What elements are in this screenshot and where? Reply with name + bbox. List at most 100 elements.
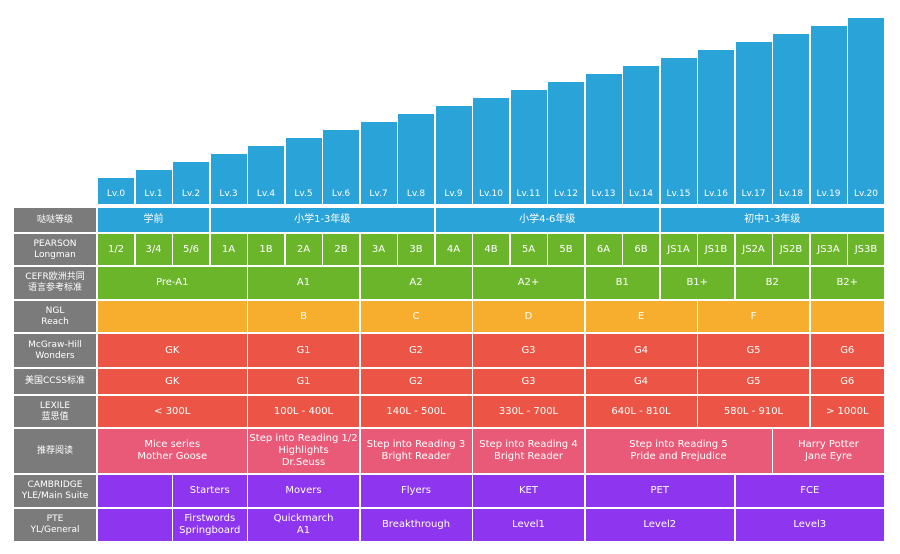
table-cell: G1 (248, 369, 359, 394)
level-label: Lv.4 (256, 189, 276, 199)
table-cell: 140L - 500L (360, 396, 472, 427)
level-label: Lv.17 (741, 189, 766, 199)
table-cell: JS2A (735, 234, 772, 265)
table-cell: Step into Reading 3 Bright Reader (360, 429, 472, 473)
level-label: Lv.2 (181, 189, 201, 199)
table-cell: A2 (360, 267, 472, 299)
table-cell: 2A (285, 234, 322, 265)
table-cell: G6 (810, 334, 884, 367)
table-cell: 3B (398, 234, 434, 265)
level-label: Lv.15 (666, 189, 691, 199)
level-label: Lv.0 (106, 189, 126, 199)
table-cell: 1B (248, 234, 284, 265)
level-bar (585, 74, 622, 204)
table-cell: 330L - 700L (473, 396, 584, 427)
table-cell: F (698, 301, 809, 332)
table-cell: KET (473, 475, 584, 507)
level-bar (435, 106, 472, 204)
table-cell: B2+ (810, 267, 884, 299)
table-cell (98, 475, 172, 507)
table-cell: JS3B (848, 234, 884, 265)
level-label: Lv.6 (331, 189, 351, 199)
table-cell: 3/4 (135, 234, 172, 265)
level-bar (248, 146, 284, 204)
table-cell: Mice series Mother Goose (98, 429, 247, 473)
row-header: 哒哒等级 (14, 208, 96, 232)
level-label: Lv.3 (219, 189, 238, 199)
table-cell: Harry Potter Jane Eyre (773, 429, 884, 473)
table-cell: JS3A (810, 234, 847, 265)
level-label: Lv.9 (444, 189, 463, 199)
table-cell: G4 (585, 334, 697, 367)
table-cell: JS1A (660, 234, 697, 265)
table-cell: Step into Reading 1/2 Highlights Dr.Seus… (248, 429, 359, 473)
table-cell: JS2B (773, 234, 809, 265)
row-header: 美国CCSS标准 (14, 369, 96, 394)
table-cell: < 300L (98, 396, 247, 427)
table-cell: 5B (548, 234, 584, 265)
table-cell: 6A (585, 234, 622, 265)
table-cell: Pre-A1 (98, 267, 247, 299)
table-cell: Starters (173, 475, 247, 507)
level-bar (810, 26, 847, 204)
level-bar (135, 170, 172, 204)
level-bar (210, 154, 247, 204)
table-cell: G2 (360, 369, 472, 394)
level-label: Lv.5 (294, 189, 313, 199)
level-bar (473, 98, 509, 204)
table-cell: 3A (360, 234, 397, 265)
table-cell: 小学4-6年级 (435, 208, 659, 232)
table-cell: 6B (623, 234, 659, 265)
level-bar (510, 90, 547, 204)
level-bar (398, 114, 434, 204)
level-bar (323, 130, 359, 204)
table-cell: Level3 (735, 509, 884, 541)
level-label: Lv.1 (144, 189, 163, 199)
table-cell: Firstwords Springboard (173, 509, 247, 541)
table-cell (98, 301, 247, 332)
table-cell: G1 (248, 334, 359, 367)
row-header: LEXILE 蓝思值 (14, 396, 96, 427)
table-cell: B1+ (660, 267, 734, 299)
table-cell: B1 (585, 267, 659, 299)
row-header: 推荐阅读 (14, 429, 96, 473)
table-cell: 4A (435, 234, 472, 265)
level-label: Lv.11 (516, 189, 541, 199)
level-bar (360, 122, 397, 204)
table-cell: Flyers (360, 475, 472, 507)
level-label: Lv.19 (816, 189, 841, 199)
table-cell: E (585, 301, 697, 332)
level-bar (173, 162, 209, 204)
level-bar (623, 66, 659, 204)
level-bar (548, 82, 584, 204)
table-cell: Level1 (473, 509, 584, 541)
table-cell: Breakthrough (360, 509, 472, 541)
table-cell: Level2 (585, 509, 734, 541)
level-label: Lv.16 (704, 189, 728, 199)
table-cell: C (360, 301, 472, 332)
table-cell: GK (98, 369, 247, 394)
level-label: Lv.7 (369, 189, 388, 199)
table-cell: JS1B (698, 234, 734, 265)
table-cell: B (248, 301, 359, 332)
table-cell: 4B (473, 234, 509, 265)
table-cell: G3 (473, 369, 584, 394)
level-label: Lv.10 (479, 189, 503, 199)
level-label: Lv.8 (406, 189, 426, 199)
table-cell: 5/6 (173, 234, 209, 265)
table-cell: Quickmarch A1 (248, 509, 359, 541)
table-cell: FCE (735, 475, 884, 507)
table-cell: PET (585, 475, 734, 507)
table-cell: A1 (248, 267, 359, 299)
table-cell: 100L - 400L (248, 396, 359, 427)
row-header: PEARSON Longman (14, 234, 96, 265)
table-cell (810, 301, 884, 332)
level-bar (98, 178, 134, 204)
table-cell: G2 (360, 334, 472, 367)
level-bar (698, 50, 734, 204)
table-cell: 初中1-3年级 (660, 208, 884, 232)
table-cell: G3 (473, 334, 584, 367)
table-cell (98, 509, 172, 541)
table-cell: G6 (810, 369, 884, 394)
table-cell: 640L - 810L (585, 396, 697, 427)
